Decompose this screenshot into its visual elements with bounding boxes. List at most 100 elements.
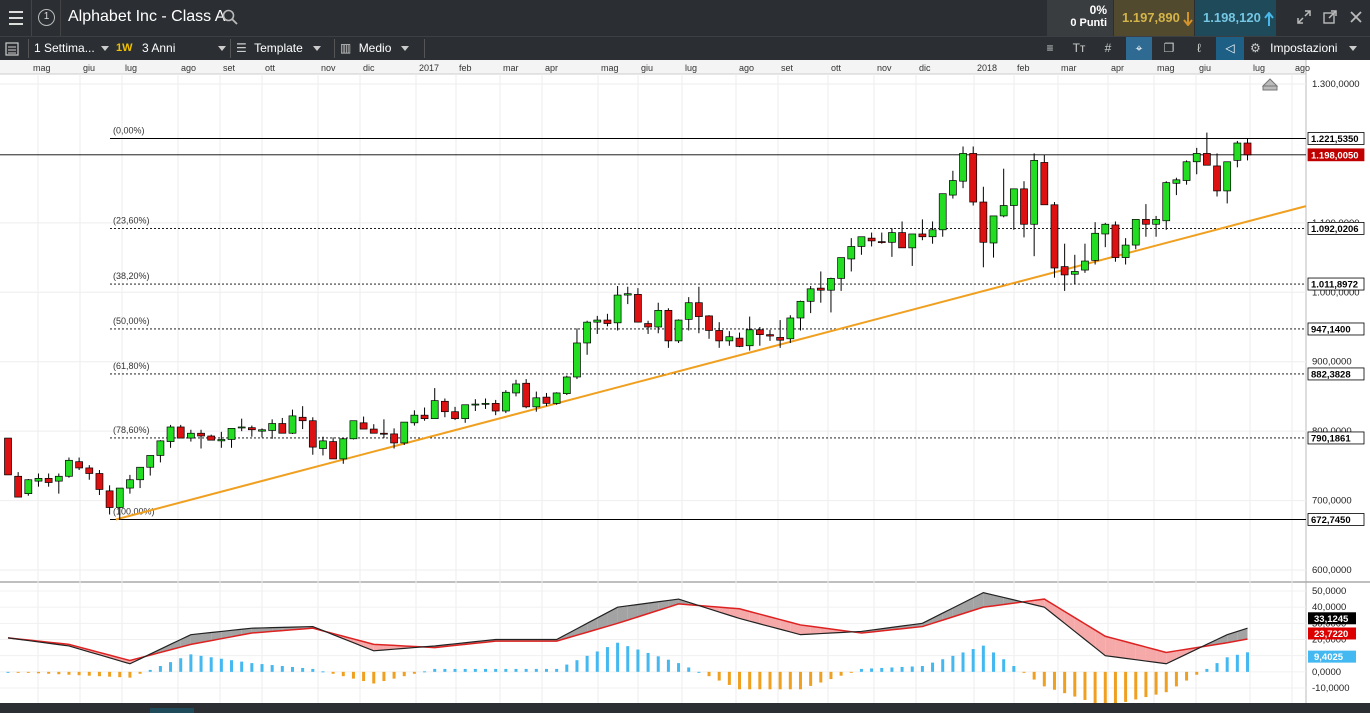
info-button[interactable]: 1 (33, 0, 61, 36)
histogram-bar-positive (6, 671, 10, 673)
candlesticks (4, 132, 1252, 521)
eraser-icon[interactable]: ◁ (1216, 37, 1244, 60)
date-tick-label: lug (1253, 63, 1265, 73)
date-tick-label: ott (265, 63, 276, 73)
histogram-bar-positive (1012, 666, 1016, 672)
date-tick-label: mag (33, 63, 51, 73)
date-tick-label: mag (1157, 63, 1175, 73)
studies-menu[interactable]: ▥ Medio (340, 37, 410, 60)
bullish-candle (613, 294, 622, 324)
bullish-candle (65, 459, 73, 477)
histogram-bar-positive (270, 665, 274, 672)
bearish-candle (603, 319, 612, 324)
date-tick-label: ago (1295, 63, 1310, 73)
grid-icon[interactable]: # (1104, 41, 1112, 55)
histogram-bar-negative (87, 671, 91, 676)
histogram-bar-negative (758, 671, 762, 690)
bearish-candle (715, 330, 724, 342)
fib-level-label: (38,20%) (113, 271, 150, 281)
bearish-candle (420, 414, 429, 419)
histogram-bar-negative (1042, 671, 1046, 687)
histogram-bar-positive (1235, 654, 1239, 672)
bullish-candle (593, 319, 602, 323)
histogram-bar-positive (534, 668, 538, 672)
fib-level-label: (23,60%) (113, 215, 150, 225)
collapse-icon[interactable] (1296, 9, 1312, 25)
histogram-bar-positive (941, 659, 945, 672)
bullish-candle (796, 300, 805, 319)
histogram-bar-positive (484, 668, 488, 672)
bar-chart-icon: ▥ (340, 41, 352, 55)
bullish-candle (501, 391, 510, 412)
bearish-candle (298, 416, 307, 422)
bullish-candle (583, 321, 591, 344)
hamburger-menu-icon[interactable] (0, 0, 32, 36)
buy-price-button[interactable]: 1.198,120 (1195, 0, 1276, 36)
histogram-bar-positive (900, 666, 904, 672)
histogram-bar-negative (727, 671, 731, 685)
close-icon[interactable] (1348, 9, 1364, 25)
bullish-candle (1192, 153, 1201, 163)
macd-fill-above (1237, 628, 1248, 641)
bullish-candle (349, 420, 358, 440)
bearish-candle (329, 441, 337, 460)
macd-value-box (1308, 612, 1356, 625)
histogram-bar-positive (504, 668, 508, 672)
histogram-bar-positive (169, 662, 173, 672)
bullish-candle (928, 229, 937, 238)
histogram-bar-negative (1144, 671, 1148, 698)
fib-level-label: (50,00%) (113, 316, 150, 326)
histogram-bar-positive (951, 655, 955, 672)
macd-fill-above (617, 605, 628, 624)
price-label-text: 672,7450 (1311, 515, 1351, 526)
arrow-down-icon (1183, 11, 1194, 27)
macd-fill-below (1176, 649, 1187, 659)
histogram-bar-positive (920, 666, 924, 672)
bearish-candle (664, 309, 673, 342)
price-tick-label: 700,0000 (1312, 496, 1352, 507)
date-tick-label: dic (363, 63, 375, 73)
settings-menu[interactable]: ⚙ Impostazioni (1250, 37, 1358, 60)
bullish-candle (959, 153, 967, 182)
list-view-icon[interactable] (4, 37, 26, 60)
macd-fill-below (719, 607, 730, 616)
bullish-candle (1233, 142, 1242, 161)
bearish-candle (755, 329, 764, 335)
bullish-candle (146, 455, 155, 468)
histogram-bar-negative (1022, 671, 1026, 673)
macd-fill-above (211, 631, 222, 641)
histogram-bar-negative (717, 671, 721, 681)
macd-tick-label: 40,0000 (1312, 602, 1346, 613)
active-tab[interactable] (150, 708, 194, 713)
chevron-down-icon (100, 46, 109, 52)
bullish-candle (1121, 244, 1130, 258)
histogram-bar-positive (626, 646, 630, 672)
histogram-bar-positive (280, 666, 284, 672)
histogram-bar-positive (524, 668, 528, 672)
date-tick-label: giu (641, 63, 653, 73)
search-icon[interactable] (222, 9, 238, 25)
bearish-candle (816, 287, 825, 291)
template-menu[interactable]: ☰ Template (236, 37, 321, 60)
trendline[interactable] (115, 205, 1307, 521)
order-book-icon[interactable]: ≡ (1046, 41, 1054, 55)
price-chart[interactable]: mag giu lug ago set ott nov dic 2017 feb mar apr mag… (0, 60, 1370, 703)
histogram-bar-negative (1164, 671, 1168, 693)
histogram-bar-negative (1154, 671, 1158, 695)
sell-price-button[interactable]: 1.197,890 (1114, 0, 1194, 36)
histogram-bar-positive (961, 652, 965, 672)
crosshair-icon[interactable]: ⌖ (1126, 37, 1152, 60)
price-label-box (1307, 221, 1365, 235)
histogram-bar-negative (1113, 671, 1117, 703)
interval-select[interactable]: 1 Settima... (34, 37, 109, 60)
date-axis: mag giu lug ago set ott nov dic 2017 feb mar apr mag… (33, 63, 1310, 73)
popout-icon[interactable] (1322, 9, 1338, 25)
layers-icon[interactable]: ❐ (1163, 41, 1175, 55)
date-tick-label: dic (919, 63, 931, 73)
bearish-candle (44, 478, 53, 483)
histogram-bar-positive (666, 659, 670, 672)
range-select[interactable]: 3 Anni (142, 37, 226, 60)
drawing-tool-icon[interactable]: ℓ (1197, 41, 1201, 55)
histogram-bar-negative (331, 671, 335, 674)
text-size-icon[interactable]: Tт (1072, 41, 1086, 55)
